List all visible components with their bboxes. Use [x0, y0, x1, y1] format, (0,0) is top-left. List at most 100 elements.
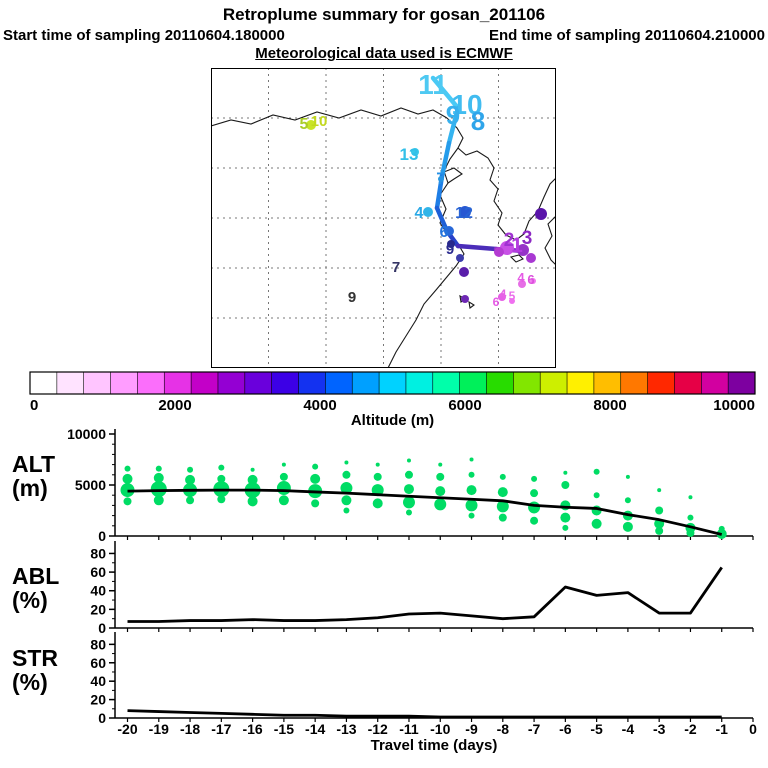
alt-particle-dot [686, 528, 695, 537]
alt-particle-dot [593, 492, 600, 499]
map-particle-dot [306, 120, 316, 130]
alt-particle-dot [593, 468, 600, 475]
alt-particle-dot [340, 482, 353, 495]
alt-y-tick-label: 0 [98, 528, 106, 544]
coastline-path [211, 107, 448, 127]
colorbar-tick-label: 4000 [303, 397, 336, 414]
str-y-tick-label: 40 [90, 673, 106, 689]
map-particle-dot [498, 293, 506, 301]
trajectory-time-label: 6 [440, 224, 449, 241]
alt-particle-dot [310, 473, 321, 484]
str-y-tick-label: 80 [90, 636, 106, 652]
alt-particle-dot [688, 495, 693, 500]
alt-particle-dot [250, 467, 255, 472]
map-particle-dot [535, 208, 547, 220]
alt-particle-dot [124, 465, 131, 472]
alt-particle-dot [468, 512, 475, 519]
trajectory-time-label: 6 [493, 295, 500, 309]
trajectory-time-label: 3 [522, 228, 533, 249]
alt-axis-label-line1: ALT [12, 451, 56, 477]
colorbar-segment [352, 372, 380, 394]
trajectory-time-label: 6 [527, 272, 534, 287]
colorbar-frame [29, 371, 756, 395]
trajectory-segment [430, 75, 461, 111]
trajectory-time-label: 9 [446, 241, 454, 258]
trajectory-time-label: 1 [511, 234, 523, 257]
x-tick-label: -16 [242, 721, 262, 737]
alt-particle-dot [561, 481, 570, 489]
alt-particle-dot [468, 471, 475, 478]
coastline-path [509, 254, 524, 263]
coastline-path [446, 117, 556, 241]
colorbar-segment [728, 372, 756, 394]
alt-particle-dot [371, 484, 384, 497]
page-title: Retroplume summary for gosan_201106 [222, 5, 546, 24]
alt-particle-dot [687, 514, 694, 521]
alt-particle-dot [217, 474, 226, 483]
alt-particle-dot [341, 495, 352, 506]
map-particle-dot [447, 240, 455, 248]
colorbar-segment [540, 372, 568, 394]
alt-particle-dot [186, 496, 195, 505]
trajectory-time-label: 7 [436, 169, 445, 188]
alt-particle-dot [531, 475, 538, 482]
alt-particle-dot [375, 462, 380, 467]
map-particle-dot [517, 244, 529, 256]
map-particle-dot [530, 278, 536, 284]
met-data-row: Meteorological data used is ECMWF [0, 45, 768, 62]
alt-particle-dot [404, 470, 413, 479]
alt-particle-dot [187, 466, 194, 473]
colorbar-tick-label: 2000 [158, 397, 191, 414]
alt-particle-dot [498, 513, 507, 522]
colorbar-tick-label: 0 [30, 397, 38, 414]
str-y-tick-label: 0 [98, 710, 106, 726]
alt-axis-label-line2: (m) [12, 475, 48, 501]
alt-particle-dot [657, 488, 662, 493]
met-data-label: Meteorological data used is ECMWF [255, 45, 513, 62]
alt-particle-dot [405, 509, 412, 516]
colorbar-tick-label: 8000 [593, 397, 626, 414]
colorbar-segment [56, 372, 85, 394]
alt-particle-dot [563, 470, 568, 475]
alt-particle-dot [247, 496, 258, 507]
map-particle-dot [444, 226, 454, 236]
abl-y-tick-label: 20 [90, 601, 106, 617]
x-tick-label: -8 [497, 721, 510, 737]
colorbar-label: Altitude (m) [350, 412, 435, 429]
x-axis-title: Travel time (days) [370, 737, 498, 754]
alt-particle-dot [466, 485, 477, 496]
sampling-time-row: Start time of sampling 20110604.180000 E… [0, 27, 768, 44]
map-particle-dot [459, 206, 471, 218]
x-tick-label: -7 [528, 721, 541, 737]
map-particle-dot [411, 148, 419, 156]
map-particle-dot [526, 253, 536, 263]
map-particle-dot [459, 267, 469, 277]
alt-y-tick-label: 10000 [67, 426, 106, 442]
trajectory-time-label: 12 [455, 205, 473, 222]
alt-particle-dot [499, 473, 506, 480]
trajectory-segment [439, 140, 452, 179]
colorbar-segment [620, 372, 648, 394]
alt-particle-dot [438, 462, 443, 467]
str-axis-label: STR (%) [12, 646, 58, 694]
trajectory-time-label: 11 [418, 69, 448, 100]
alt-particle-dot [343, 507, 350, 514]
alt-particle-dot [312, 463, 319, 470]
alt-particle-dot [155, 465, 162, 472]
x-tick-label: -11 [399, 721, 419, 737]
x-tick-label: -1 [715, 721, 728, 737]
alt-y-tick-label: 5000 [75, 477, 106, 493]
colorbar-segment [271, 372, 299, 394]
colorbar-segment [379, 372, 407, 394]
alt-particle-dot [530, 516, 539, 525]
alt-particle-dot [625, 474, 630, 479]
coastline-path [468, 300, 475, 309]
map-particle-dot [518, 280, 526, 288]
alt-particle-dot [373, 472, 382, 481]
start-time-label: Start time of sampling 20110604.180000 [3, 27, 285, 44]
x-tick-label: -15 [274, 721, 294, 737]
alt-particle-dot [560, 500, 571, 511]
altitude-colorbar: 0 2000 4000 6000 8000 10000 [29, 371, 756, 414]
abl-y-tick-label: 40 [90, 583, 106, 599]
